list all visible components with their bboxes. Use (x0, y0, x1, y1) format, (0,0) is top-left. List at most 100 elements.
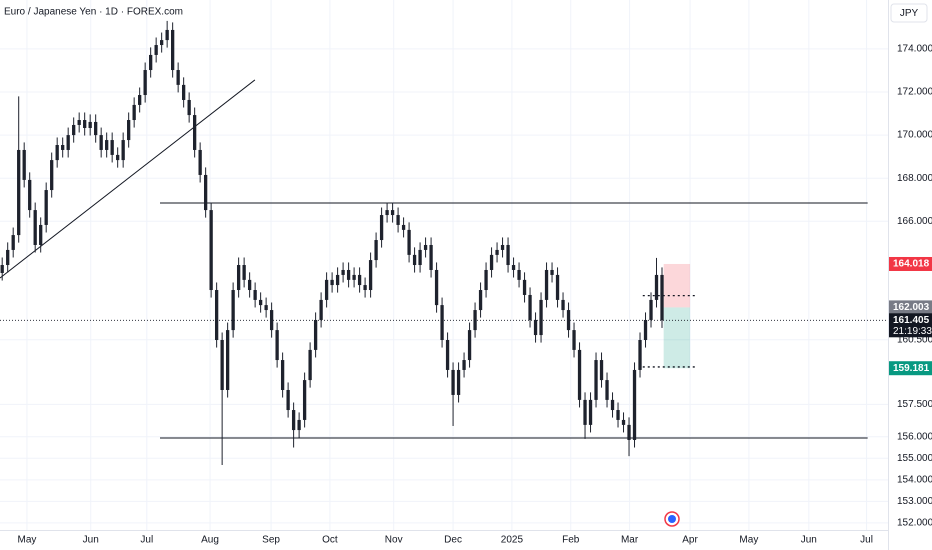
plot (0, 20, 888, 465)
candle-body (346, 269, 351, 280)
price-badge-label: 159.181 (893, 363, 930, 374)
candle-body (660, 274, 664, 321)
candle-body (451, 369, 455, 395)
candle-body (357, 274, 362, 286)
candle-body (275, 330, 279, 361)
candle-body (522, 279, 527, 295)
x-tick-label: Jun (801, 535, 817, 546)
candle-body (308, 349, 312, 381)
x-tick-label: Nov (385, 535, 403, 546)
candle-body (489, 254, 494, 270)
candle-body (214, 290, 219, 341)
candle-body (368, 260, 373, 291)
price-badge (889, 313, 932, 338)
candle-body (220, 340, 224, 390)
candle-body (258, 299, 263, 306)
candle-body (165, 29, 169, 41)
candle-body (116, 154, 120, 161)
candle-body (55, 145, 59, 161)
candle-body (198, 149, 202, 175)
candle-body (6, 249, 10, 266)
y-tick-label: 153.000 (897, 496, 932, 507)
x-tick-label: Oct (322, 535, 338, 546)
candle-body (209, 210, 213, 291)
candle-body (555, 274, 560, 300)
chart-title: Euro / Japanese Yen · 1D · FOREX.com (4, 7, 183, 18)
candle-body (110, 140, 114, 155)
candle-body (440, 305, 444, 341)
candle-body (649, 299, 653, 320)
candle-body (616, 410, 620, 420)
y-tick-label: 152.000 (897, 518, 932, 529)
candle-body (511, 265, 516, 270)
currency-box[interactable] (890, 3, 928, 23)
candle-body (105, 140, 109, 150)
candle-body (231, 290, 235, 331)
x-tick-label: 2025 (501, 535, 524, 546)
candle-body (83, 120, 87, 128)
candle-body (50, 160, 54, 191)
candle-body (506, 244, 510, 266)
y-tick-label: 172.000 (897, 87, 932, 98)
candle-body (462, 360, 466, 370)
candle-body (28, 179, 32, 211)
candle-body (160, 40, 164, 46)
candle-body (22, 149, 26, 180)
candle-body (572, 330, 576, 350)
candle-body (632, 369, 637, 440)
candle-body (77, 120, 81, 125)
x-tick-label: May (739, 535, 758, 546)
trend-line (0, 79, 256, 279)
y-tick-label: 174.000 (897, 44, 932, 55)
y-tick-label: 160.500 (897, 334, 932, 345)
candle-body (149, 54, 153, 71)
candle-body (407, 229, 411, 255)
candle-body (302, 380, 307, 420)
candle-body (0, 265, 4, 273)
candle-body (225, 330, 230, 390)
price-badge (889, 256, 932, 271)
y-tick-label: 170.000 (897, 130, 932, 141)
candle-body (533, 319, 538, 336)
price-badge-label: 162.003 (893, 302, 930, 313)
x-tick-label: Aug (201, 535, 219, 546)
candle-body (495, 249, 499, 255)
candle-body (143, 70, 147, 96)
candle-body (94, 121, 98, 136)
candle-body (418, 249, 422, 266)
candle-body (335, 274, 340, 286)
candle-body (253, 290, 257, 300)
candle-body (187, 99, 191, 116)
candle-body (643, 319, 648, 341)
currency[interactable]: JPY (900, 8, 919, 19)
candle-body (17, 149, 21, 236)
candle-body (528, 294, 532, 320)
candle-body (319, 299, 323, 320)
x-tick-label: Mar (621, 535, 639, 546)
candle-body (396, 215, 400, 225)
candle-body (434, 269, 439, 306)
candle-body (594, 360, 598, 400)
grid (0, 0, 888, 530)
y-tick-label: 157.500 (897, 399, 932, 410)
price-badge-label: 164.018 (893, 259, 930, 270)
candle-body (429, 244, 433, 270)
candle-body (99, 135, 103, 150)
candle-body (127, 120, 131, 141)
x-tick-label: Feb (562, 535, 580, 546)
x-tick-label: Sep (262, 535, 280, 546)
candle-body (247, 279, 252, 291)
stop-zone (663, 263, 691, 308)
countdown: 21:19:33 (893, 326, 932, 337)
candle-body (390, 210, 395, 216)
candle-body (561, 299, 565, 311)
target-zone (663, 307, 691, 369)
x-tick-label: Apr (682, 535, 698, 546)
x-tick-label: Dec (444, 535, 462, 546)
candle-body (280, 360, 285, 390)
x-tick-label: May (17, 535, 36, 546)
candle-body (330, 279, 334, 286)
candle-body (324, 279, 329, 300)
x-tick-label: Jul (140, 535, 153, 546)
